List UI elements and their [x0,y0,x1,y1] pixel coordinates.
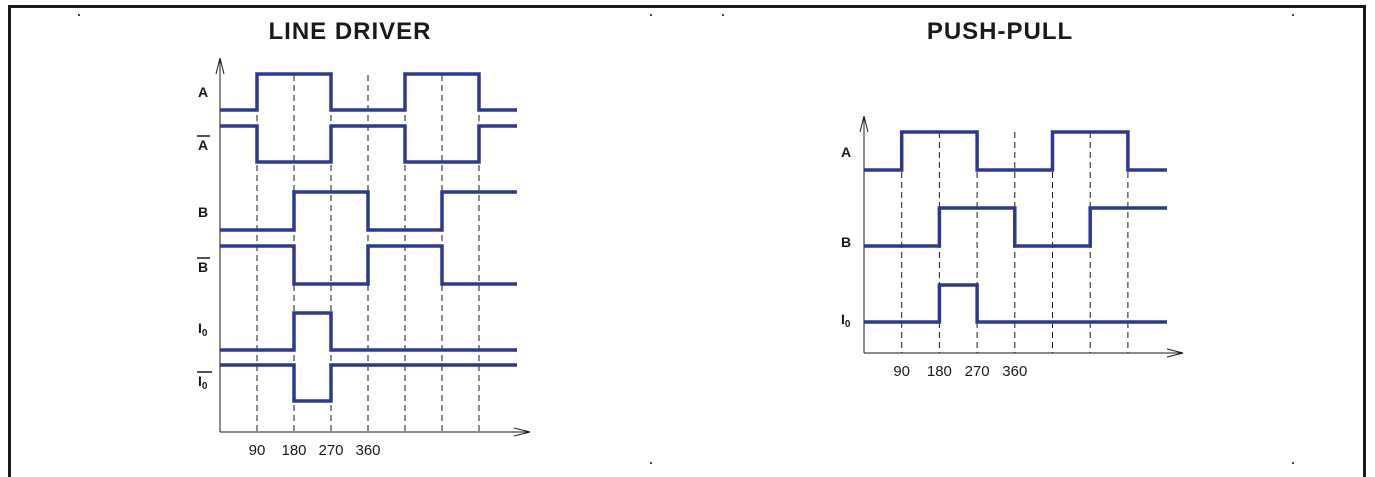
waveform-i0 [220,311,517,352]
waveform-b [220,190,517,232]
signal-label: I0 [841,311,851,330]
phase-tick-label: 360 [355,442,380,459]
signal-label: B [198,204,208,220]
waveform-a [864,130,1167,172]
signal-label: I0 [198,320,208,339]
speck [650,14,652,16]
phase-tick-label: 180 [281,442,306,459]
speck [722,14,724,16]
line-driver-panel: 90 180 270 360 A A B B I0 I0 [197,57,531,459]
speck [78,14,80,16]
signal-label: I0 [198,373,208,392]
signal-label: A [841,144,851,160]
signal-label: B [841,234,851,250]
waveform-a [220,72,517,112]
waveform-b-bar [220,244,517,286]
phase-tick-label: 360 [1002,363,1027,380]
push-pull-panel: 90 180 270 360 A B I0 [841,115,1184,380]
signal-label: A [198,137,208,153]
speck [1292,14,1294,16]
y-axis-arrow [859,115,869,133]
push-pull-title: PUSH-PULL [926,18,1074,45]
phase-tick-label: 270 [965,363,990,380]
phase-tick-label: 270 [318,442,343,459]
line-driver-title: LINE DRIVER [268,18,432,45]
y-axis-arrow [215,57,225,75]
speck [1292,462,1294,464]
speck [650,462,652,464]
x-axis-arrow [513,427,531,437]
waveform-i0 [864,283,1167,324]
waveform-a-bar [220,124,517,164]
phase-tick-label: 90 [893,363,910,380]
x-axis-arrow [1166,348,1184,358]
waveform-b [864,206,1167,248]
signal-label: B [198,259,208,275]
phase-tick-label: 90 [249,442,266,459]
diagram-frame [8,5,1366,477]
phase-tick-label: 180 [927,363,952,380]
waveform-i0-bar [220,363,517,403]
signal-label: A [198,84,208,100]
